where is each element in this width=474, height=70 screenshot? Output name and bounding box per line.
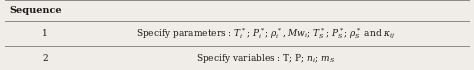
Text: Specify parameters : $T_i^*$; $P_i^*$; $\rho_i^*$, $Mw_i$; $T_S^*$; $P_S^*$; $\r: Specify parameters : $T_i^*$; $P_i^*$; $… <box>136 26 395 41</box>
Text: 1: 1 <box>42 29 48 38</box>
Text: Sequence: Sequence <box>9 6 62 15</box>
Text: Specify variables : T; P; $n_i$; $m_S$: Specify variables : T; P; $n_i$; $m_S$ <box>196 52 335 65</box>
Text: 2: 2 <box>42 54 48 63</box>
